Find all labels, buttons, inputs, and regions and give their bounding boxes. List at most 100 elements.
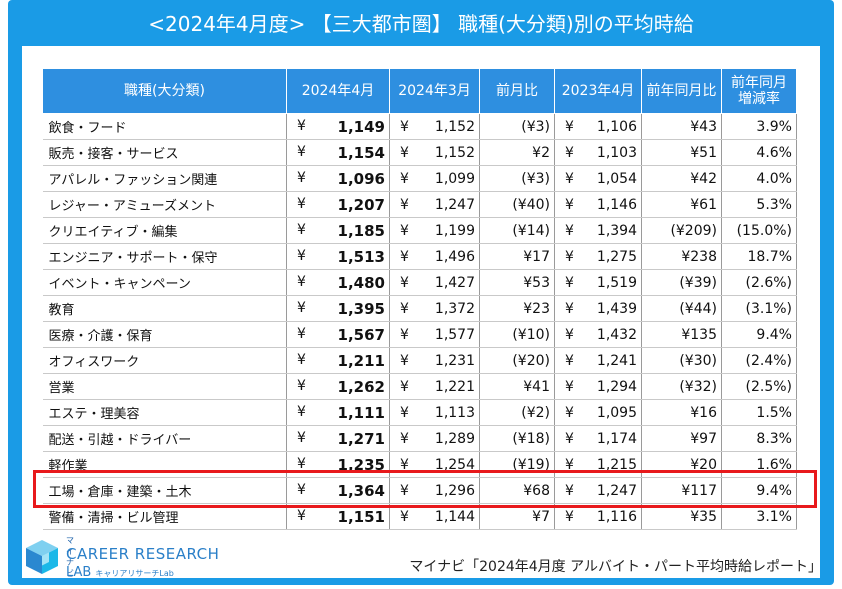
yen-symbol: ¥ xyxy=(400,482,409,499)
cell-mom: (¥3) xyxy=(479,165,555,192)
cell-apr2023: ¥1,103 xyxy=(554,139,642,166)
value-yoy-pct: 9.4% xyxy=(756,482,792,499)
value-apr2023: 1,275 xyxy=(596,248,637,265)
table-row: アパレル・ファッション関連 ¥1,096 ¥1,099 (¥3) ¥1,054 ¥42 4.… xyxy=(42,165,797,192)
yen-symbol: ¥ xyxy=(565,508,574,525)
table-row: 飲食・フード ¥1,149 ¥1,152 (¥3) ¥1,106 ¥43 3.9% xyxy=(42,113,797,140)
header-mar2024: 2024年3月 xyxy=(389,68,480,114)
cell-mom: ¥23 xyxy=(479,295,555,322)
cell-mom: ¥17 xyxy=(479,243,555,270)
yen-symbol: ¥ xyxy=(297,455,306,472)
value-apr2024: 1,151 xyxy=(337,507,385,526)
cell-apr2024: ¥1,154 xyxy=(286,139,390,166)
category-label: 医療・介護・保育 xyxy=(48,329,153,344)
yen-symbol: ¥ xyxy=(400,300,409,317)
yen-symbol: ¥ xyxy=(400,352,409,369)
value-mom: ¥2 xyxy=(532,144,550,161)
value-mom: (¥2) xyxy=(521,404,550,421)
cell-apr2023: ¥1,439 xyxy=(554,295,642,322)
value-mom: ¥53 xyxy=(523,274,550,291)
table-row: レジャー・アミューズメント ¥1,207 ¥1,247 (¥40) ¥1,146 ¥61 5… xyxy=(42,191,797,218)
cell-category: 教育 xyxy=(42,295,287,322)
value-yoy: ¥97 xyxy=(690,430,717,447)
yen-symbol: ¥ xyxy=(565,170,574,187)
value-yoy-pct: 1.5% xyxy=(756,404,792,421)
cell-apr2023: ¥1,174 xyxy=(554,425,642,452)
yen-symbol: ¥ xyxy=(400,118,409,135)
yen-symbol: ¥ xyxy=(565,404,574,421)
cell-mar2024: ¥1,152 xyxy=(389,139,480,166)
cell-mom: (¥10) xyxy=(479,321,555,348)
yen-symbol: ¥ xyxy=(400,508,409,525)
table-row: 工場・倉庫・建築・土木 ¥1,364 ¥1,296 ¥68 ¥1,247 ¥117 9.4% xyxy=(42,477,797,504)
value-apr2023: 1,215 xyxy=(596,456,637,473)
value-yoy: (¥39) xyxy=(679,274,717,291)
cell-apr2023: ¥1,247 xyxy=(554,477,642,504)
value-yoy-pct: 8.3% xyxy=(756,430,792,447)
yen-symbol: ¥ xyxy=(297,299,306,316)
value-apr2023: 1,174 xyxy=(596,430,637,447)
cell-apr2023: ¥1,275 xyxy=(554,243,642,270)
value-yoy: (¥44) xyxy=(679,300,717,317)
yen-symbol: ¥ xyxy=(400,170,409,187)
cell-apr2024: ¥1,395 xyxy=(286,295,390,322)
cell-category: 配送・引越・ドライバー xyxy=(42,425,287,452)
cell-yoy: (¥30) xyxy=(641,347,722,374)
value-apr2024: 1,096 xyxy=(337,169,385,188)
cell-apr2024: ¥1,185 xyxy=(286,217,390,244)
table-row: 販売・接客・サービス ¥1,154 ¥1,152 ¥2 ¥1,103 ¥51 4.6% xyxy=(42,139,797,166)
category-label: エンジニア・サポート・保守 xyxy=(48,251,218,266)
cell-apr2023: ¥1,106 xyxy=(554,113,642,140)
cell-apr2023: ¥1,519 xyxy=(554,269,642,296)
cell-yoy-pct: 4.6% xyxy=(721,139,797,166)
cell-category: エンジニア・サポート・保守 xyxy=(42,243,287,270)
value-apr2023: 1,095 xyxy=(596,404,637,421)
value-yoy: ¥135 xyxy=(681,326,717,343)
value-apr2024: 1,513 xyxy=(337,247,385,266)
cell-mar2024: ¥1,296 xyxy=(389,477,480,504)
value-mom: (¥3) xyxy=(521,118,550,135)
value-yoy-pct: (15.0%) xyxy=(736,222,792,239)
cell-mar2024: ¥1,199 xyxy=(389,217,480,244)
header-yoy-pct-line2: 増減率 xyxy=(738,91,780,107)
table-header-row: 職種(大分類) 2024年4月 2024年3月 前月比 2023年4月 前年同月… xyxy=(42,68,797,114)
logo-line1: CAREER RESEARCH xyxy=(66,545,220,563)
cell-apr2024: ¥1,271 xyxy=(286,425,390,452)
cell-mom: (¥19) xyxy=(479,451,555,478)
value-mom: (¥3) xyxy=(521,170,550,187)
yen-symbol: ¥ xyxy=(400,274,409,291)
value-apr2024: 1,111 xyxy=(337,403,385,422)
header-apr2023: 2023年4月 xyxy=(554,68,642,114)
value-apr2024: 1,262 xyxy=(337,377,385,396)
cell-mom: ¥53 xyxy=(479,269,555,296)
value-mar2024: 1,144 xyxy=(434,508,475,525)
cell-category: イベント・キャンペーン xyxy=(42,269,287,296)
value-mom: ¥41 xyxy=(523,378,550,395)
yen-symbol: ¥ xyxy=(297,273,306,290)
cell-category: 医療・介護・保育 xyxy=(42,321,287,348)
category-label: オフィスワーク xyxy=(48,355,140,370)
cell-mar2024: ¥1,113 xyxy=(389,399,480,426)
value-apr2024: 1,185 xyxy=(337,221,385,240)
category-label: クリエイティブ・編集 xyxy=(48,225,178,240)
cell-mom: (¥3) xyxy=(479,113,555,140)
cell-yoy: ¥51 xyxy=(641,139,722,166)
cell-apr2024: ¥1,207 xyxy=(286,191,390,218)
value-mom: ¥7 xyxy=(532,508,550,525)
category-label: 教育 xyxy=(48,303,75,318)
value-yoy: ¥61 xyxy=(690,196,717,213)
value-mom: (¥20) xyxy=(512,352,550,369)
yen-symbol: ¥ xyxy=(565,248,574,265)
category-label: エステ・理美容 xyxy=(48,407,140,422)
value-apr2024: 1,211 xyxy=(337,351,385,370)
cell-mar2024: ¥1,152 xyxy=(389,113,480,140)
cell-yoy: (¥209) xyxy=(641,217,722,244)
value-yoy-pct: 3.9% xyxy=(756,118,792,135)
value-apr2024: 1,207 xyxy=(337,195,385,214)
cell-yoy-pct: (2.4%) xyxy=(721,347,797,374)
header-yoy-pct: 前年同月 増減率 xyxy=(721,68,797,114)
yen-symbol: ¥ xyxy=(565,118,574,135)
yen-symbol: ¥ xyxy=(297,403,306,420)
logo-brand-small: マイナビ xyxy=(66,536,74,578)
category-label: アパレル・ファッション関連 xyxy=(48,173,218,188)
